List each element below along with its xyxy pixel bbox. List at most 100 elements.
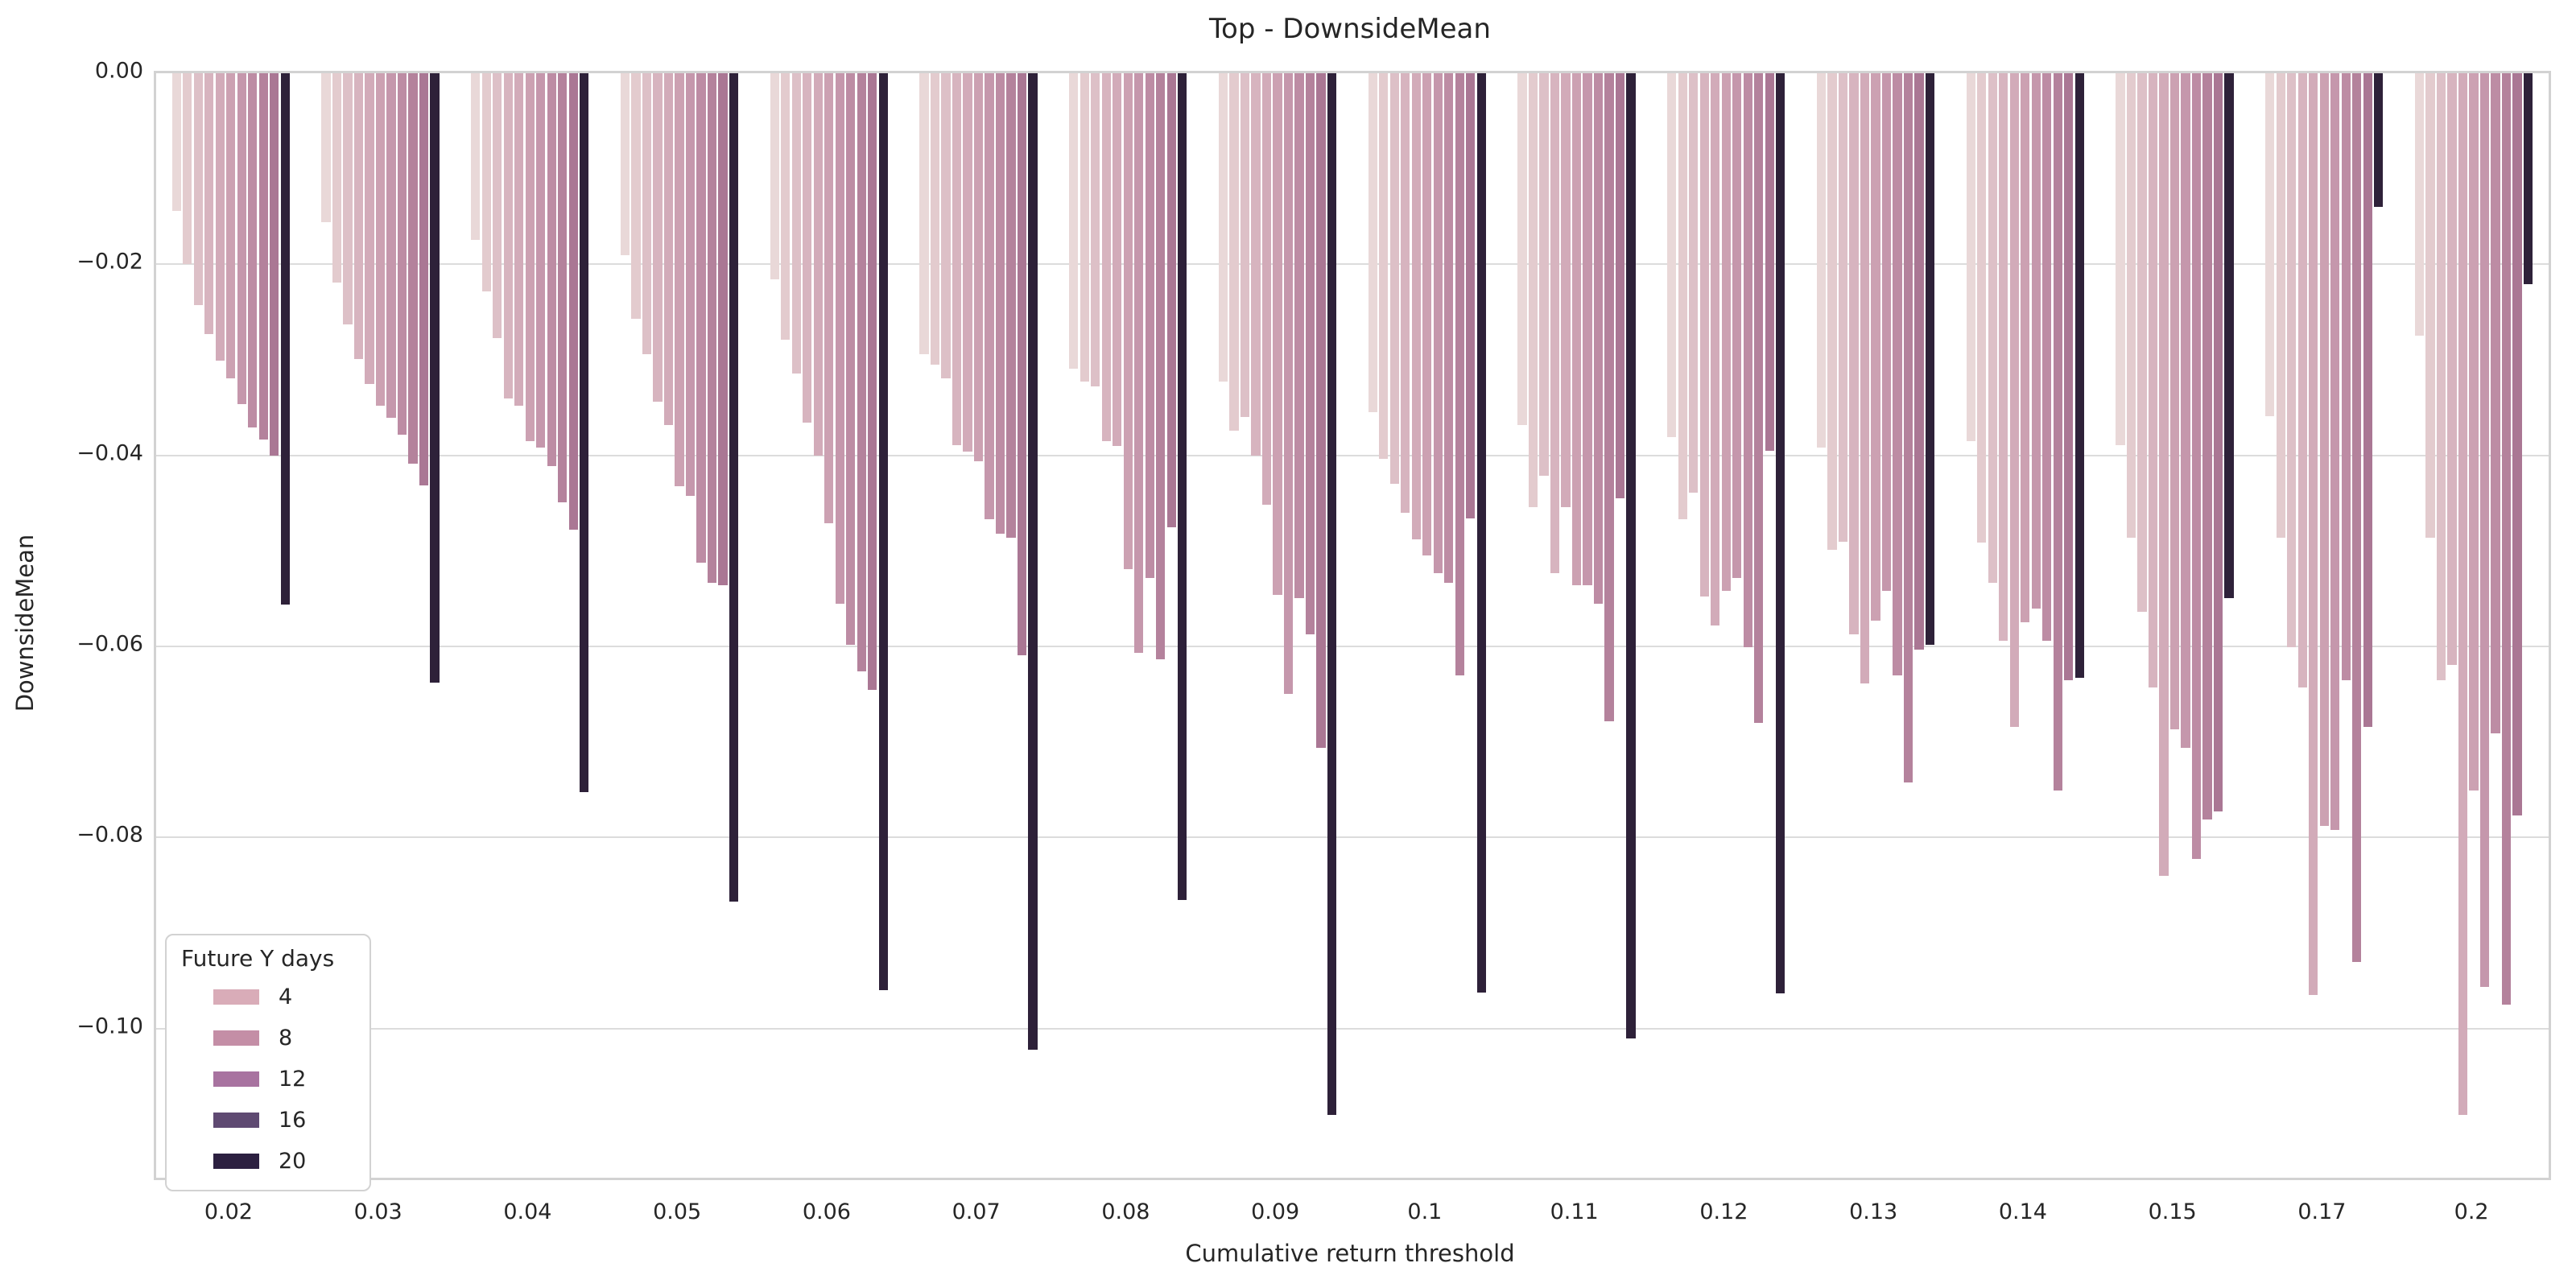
y-tick-label: −0.02 bbox=[76, 249, 143, 275]
bar-0.06-bar-10 bbox=[868, 73, 877, 690]
legend-swatch bbox=[213, 1071, 259, 1087]
bar-0.1-bar-03 bbox=[1389, 73, 1399, 485]
bar-0.07-bar-04 bbox=[952, 73, 962, 445]
bar-0.2-bar-02 bbox=[2425, 73, 2435, 538]
legend-entry-4: 4 bbox=[167, 976, 369, 1018]
bar-0.07-bar-07 bbox=[985, 73, 994, 520]
bar-0.17-bar-06 bbox=[2319, 73, 2329, 827]
bar-0.17-bar-11 bbox=[2374, 73, 2384, 208]
bar-0.09-bar-03 bbox=[1240, 73, 1250, 418]
bar-0.07-bar-06 bbox=[973, 73, 984, 461]
bar-0.1-bar-01 bbox=[1368, 73, 1377, 413]
bar-0.04-bar-08 bbox=[547, 73, 556, 466]
bar-0.1-bar-05 bbox=[1411, 73, 1421, 540]
bar-0.17-bar-01 bbox=[2265, 73, 2275, 417]
bar-0.13-bar-10 bbox=[1914, 73, 1924, 650]
legend-rows: 4 8 12 16 20 bbox=[167, 976, 369, 1182]
y-tick-label: 0.00 bbox=[94, 58, 143, 84]
bar-0.08-bar-11 bbox=[1178, 73, 1187, 900]
bar-0.07-bar-01 bbox=[919, 73, 929, 354]
legend-entry-20: 20 bbox=[167, 1141, 369, 1182]
bar-0.02-bar-11 bbox=[280, 73, 290, 605]
x-tick-label: 0.12 bbox=[1699, 1199, 1748, 1224]
bar-0.05-bar-06 bbox=[675, 73, 684, 486]
x-tick-label: 0.02 bbox=[204, 1199, 253, 1224]
bar-0.08-bar-06 bbox=[1123, 73, 1133, 569]
bar-0.08-bar-10 bbox=[1166, 73, 1176, 527]
bar-0.02-bar-07 bbox=[237, 73, 246, 404]
bar-0.09-bar-02 bbox=[1229, 73, 1239, 431]
bar-0.05-bar-03 bbox=[642, 73, 652, 354]
bar-0.07-bar-08 bbox=[995, 73, 1005, 535]
bar-0.1-bar-02 bbox=[1379, 73, 1389, 460]
bar-0.05-bar-10 bbox=[718, 73, 728, 586]
bar-0.09-bar-08 bbox=[1294, 73, 1304, 598]
bar-0.2-bar-08 bbox=[2491, 73, 2500, 734]
bar-0.2-bar-01 bbox=[2414, 73, 2425, 336]
bar-0.02-bar-06 bbox=[226, 73, 236, 378]
x-tick-label: 0.04 bbox=[503, 1199, 552, 1224]
gridline bbox=[156, 1027, 2549, 1030]
bar-0.17-bar-04 bbox=[2297, 73, 2307, 688]
bar-0.15-bar-11 bbox=[2224, 73, 2234, 598]
bar-0.1-bar-04 bbox=[1401, 73, 1410, 513]
y-axis-label: DownsideMean bbox=[11, 534, 39, 712]
x-tick-label: 0.09 bbox=[1251, 1199, 1300, 1224]
bar-0.2-bar-11 bbox=[2523, 73, 2533, 285]
bar-0.15-bar-05 bbox=[2159, 73, 2169, 876]
x-tick-label: 0.05 bbox=[653, 1199, 702, 1224]
bar-0.08-bar-05 bbox=[1113, 73, 1122, 446]
bar-0.09-bar-09 bbox=[1305, 73, 1315, 634]
bar-0.12-bar-02 bbox=[1678, 73, 1687, 520]
bar-0.02-bar-03 bbox=[193, 73, 203, 306]
bar-0.02-bar-01 bbox=[171, 73, 181, 211]
bar-0.05-bar-09 bbox=[707, 73, 717, 583]
bar-0.11-bar-07 bbox=[1583, 73, 1592, 586]
legend-label: 8 bbox=[279, 1026, 293, 1051]
bar-0.11-bar-11 bbox=[1626, 73, 1636, 1038]
bar-0.02-bar-09 bbox=[258, 73, 268, 440]
bar-0.04-bar-01 bbox=[471, 73, 481, 240]
bar-0.02-bar-10 bbox=[270, 73, 279, 456]
bar-0.12-bar-06 bbox=[1721, 73, 1731, 592]
y-tick-label: −0.10 bbox=[76, 1013, 143, 1039]
bar-0.06-bar-02 bbox=[781, 73, 791, 341]
bar-0.13-bar-08 bbox=[1893, 73, 1902, 675]
bar-0.17-bar-08 bbox=[2341, 73, 2351, 680]
bar-0.09-bar-10 bbox=[1316, 73, 1326, 748]
x-tick-label: 0.1 bbox=[1407, 1199, 1443, 1224]
bar-0.14-bar-11 bbox=[2074, 73, 2084, 679]
bar-0.07-bar-10 bbox=[1017, 73, 1027, 655]
bar-0.12-bar-07 bbox=[1732, 73, 1742, 578]
bar-0.13-bar-04 bbox=[1849, 73, 1859, 634]
bar-0.13-bar-07 bbox=[1881, 73, 1892, 592]
bar-0.06-bar-09 bbox=[857, 73, 866, 671]
x-tick-label: 0.17 bbox=[2297, 1199, 2347, 1224]
bar-0.08-bar-01 bbox=[1069, 73, 1079, 369]
bar-0.12-bar-10 bbox=[1765, 73, 1774, 451]
x-tick-label: 0.15 bbox=[2148, 1199, 2197, 1224]
bar-0.05-bar-05 bbox=[663, 73, 674, 425]
bar-0.03-bar-01 bbox=[321, 73, 331, 223]
bar-0.07-bar-03 bbox=[941, 73, 951, 378]
bar-0.09-bar-06 bbox=[1273, 73, 1282, 596]
bar-0.03-bar-04 bbox=[353, 73, 364, 359]
x-tick-label: 0.07 bbox=[952, 1199, 1001, 1224]
legend-entry-16: 16 bbox=[167, 1100, 369, 1141]
bar-0.13-bar-06 bbox=[1871, 73, 1880, 621]
bar-0.05-bar-01 bbox=[620, 73, 630, 255]
bar-0.03-bar-07 bbox=[386, 73, 396, 419]
bar-0.03-bar-08 bbox=[397, 73, 407, 435]
bar-0.13-bar-01 bbox=[1816, 73, 1827, 448]
bar-0.17-bar-03 bbox=[2287, 73, 2297, 648]
bar-0.2-bar-09 bbox=[2501, 73, 2512, 1005]
bar-0.1-bar-11 bbox=[1476, 73, 1486, 993]
bar-0.11-bar-06 bbox=[1571, 73, 1582, 586]
bar-0.11-bar-01 bbox=[1517, 73, 1527, 425]
legend-label: 4 bbox=[279, 985, 293, 1009]
bar-0.02-bar-05 bbox=[215, 73, 225, 361]
bar-0.04-bar-09 bbox=[558, 73, 568, 502]
bar-0.06-bar-11 bbox=[878, 73, 888, 991]
bar-0.17-bar-10 bbox=[2363, 73, 2372, 727]
bar-0.03-bar-06 bbox=[375, 73, 386, 407]
